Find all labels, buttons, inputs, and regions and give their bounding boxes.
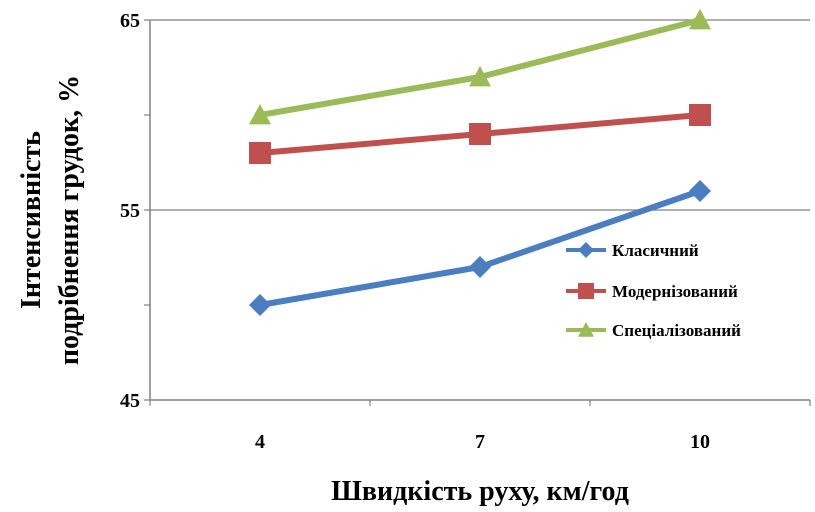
data-point-diamond	[689, 180, 711, 202]
legend-label: Спеціалізований	[612, 321, 741, 340]
x-tick-label: 4	[255, 431, 265, 453]
data-point-square	[249, 142, 271, 164]
series-2	[249, 104, 711, 164]
legend-item: Класичний	[566, 241, 699, 260]
legend-item: Спеціалізований	[566, 321, 741, 340]
legend-marker	[578, 242, 594, 258]
y-tick-labels: 45 55 65	[120, 10, 140, 412]
legend-item: Модернізований	[566, 282, 738, 301]
y-tick-label: 55	[120, 200, 140, 222]
data-point-square	[689, 104, 711, 126]
y-axis-title-line1: Інтенсивність	[16, 131, 47, 309]
legend-marker	[578, 322, 594, 337]
series-1	[249, 180, 711, 316]
axes	[149, 20, 810, 401]
series-group	[249, 9, 711, 316]
y-axis-title-line2: подрібнення грудок, %	[54, 75, 85, 365]
data-point-diamond	[249, 294, 271, 316]
legend: Класичний Модернізований Спеціалізований	[566, 241, 741, 340]
data-point-square	[469, 123, 491, 145]
y-tick-label: 65	[120, 10, 140, 32]
data-point-triangle	[249, 104, 271, 125]
data-point-triangle	[469, 66, 491, 87]
x-tick-label: 7	[475, 431, 485, 453]
legend-label: Класичний	[612, 241, 699, 260]
y-tick-label: 45	[120, 390, 140, 412]
x-tick-label: 10	[690, 431, 710, 453]
series-3	[249, 9, 711, 125]
legend-marker	[578, 283, 594, 299]
legend-label: Модернізований	[612, 282, 738, 301]
x-axis-title: Швидкість руху, км/год	[331, 476, 629, 507]
data-point-triangle	[689, 9, 711, 30]
data-point-diamond	[469, 256, 491, 278]
x-tick-labels: 4 7 10	[149, 400, 811, 453]
